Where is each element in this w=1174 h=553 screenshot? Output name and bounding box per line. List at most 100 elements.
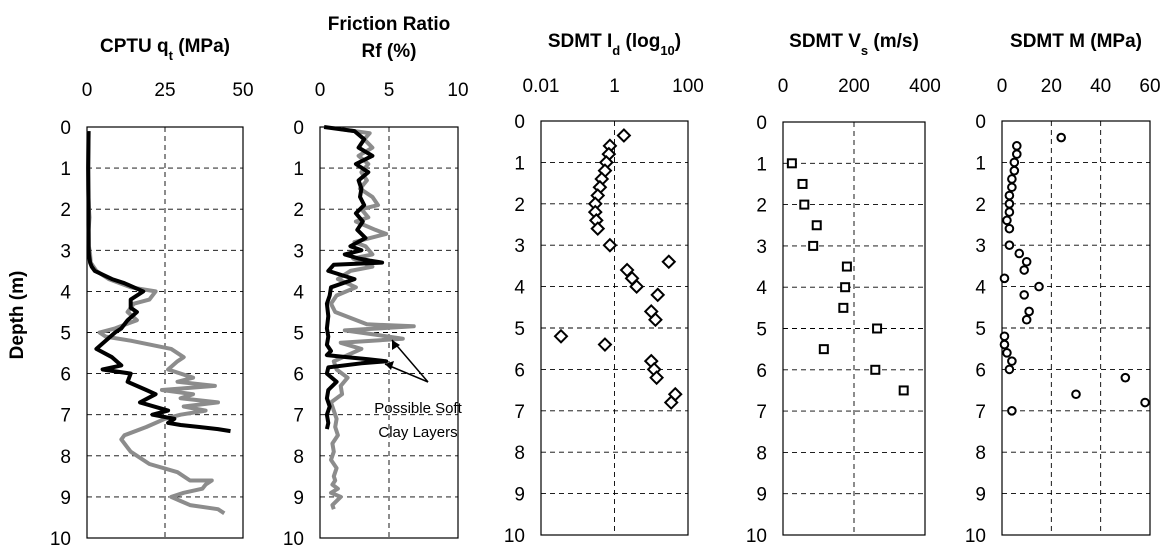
y-tick-label: 9 (60, 488, 71, 509)
data-point (999, 273, 1010, 284)
y-tick-label: 0 (60, 118, 71, 139)
annotation-arrowhead-upper (392, 340, 400, 350)
y-tick-label: 9 (756, 485, 767, 506)
x-tick-label: 50 (232, 80, 253, 101)
data-point (1071, 389, 1081, 400)
panel-title: SDMT M (MPa) (1010, 31, 1142, 52)
title-tail: (log (620, 31, 660, 52)
y-tick-label: 7 (756, 402, 767, 423)
data-point (898, 385, 909, 396)
data-point (663, 395, 679, 410)
x-tick-label: 0.01 (523, 76, 560, 97)
y-tick-label: 3 (514, 236, 525, 257)
panel-title: SDMT Id (log10) (548, 31, 681, 58)
plot-frame (540, 120, 689, 536)
y-tick-label: 4 (60, 282, 71, 303)
y-tick-label: 1 (975, 153, 986, 174)
data-point (1034, 281, 1044, 292)
x-tick-label: 0 (315, 80, 326, 101)
data-point (1004, 207, 1015, 217)
x-tick-label: 25 (154, 80, 175, 101)
data-point (811, 220, 822, 231)
plot-frame (1001, 120, 1151, 536)
data-point (1002, 215, 1012, 226)
y-tick-label: 3 (60, 241, 71, 262)
annotation-arrow-lower (384, 363, 429, 383)
title-main: CPTU q (100, 36, 169, 57)
data-point (1014, 248, 1025, 259)
data-point (1004, 190, 1015, 201)
data-point (1007, 174, 1017, 184)
data-point (841, 261, 852, 272)
y-tick-label: 8 (756, 443, 767, 464)
data-point (838, 302, 849, 313)
series-line (329, 127, 416, 510)
series-line (323, 125, 389, 430)
data-point (1004, 199, 1015, 209)
x-tick-label: 200 (838, 76, 870, 97)
data-point (999, 339, 1010, 350)
data-point (1007, 406, 1017, 416)
x-tick-label: 0 (82, 80, 93, 101)
data-point (590, 221, 606, 237)
data-point (999, 331, 1010, 342)
y-tick-label: 7 (975, 402, 986, 423)
y-tick-label: 2 (60, 200, 71, 221)
data-point (1004, 223, 1015, 234)
data-point (1007, 182, 1017, 193)
y-tick-label: 4 (514, 278, 525, 299)
y-tick-label: 8 (293, 447, 304, 468)
data-point (870, 364, 881, 375)
title-tail: (MPa) (173, 36, 230, 57)
y-tick-label: 4 (756, 278, 767, 299)
panel-rf: Friction Ratio Rf (%) 0 5 10 0 1 2 3 4 5 6 7 8 9 10 Poss… (283, 14, 469, 550)
plot-frame (782, 121, 926, 536)
title-main: SDMT I (548, 31, 612, 52)
data-point (818, 344, 829, 355)
panel-title-line2: Rf (%) (362, 41, 417, 62)
y-tick-label: 9 (293, 488, 304, 509)
data-point (648, 312, 663, 328)
data-point (629, 279, 645, 295)
data-point (1009, 165, 1020, 176)
data-point (808, 240, 819, 251)
data-point (1019, 265, 1029, 275)
y-tick-label: 0 (975, 112, 986, 133)
y-tick-label: 10 (504, 526, 525, 547)
y-tick-label: 3 (756, 237, 767, 258)
data-point (1024, 306, 1034, 317)
y-tick-label: 2 (975, 195, 986, 216)
y-tick-label: 1 (756, 154, 767, 175)
data-point (1009, 157, 1020, 168)
title-subscript: s (861, 43, 868, 58)
y-tick-label: 10 (50, 529, 71, 550)
title-subscript: t (169, 48, 174, 63)
data-point (786, 158, 797, 169)
title-tail: (m/s) (868, 31, 919, 52)
y-tick-label: 1 (293, 159, 304, 180)
y-tick-label: 2 (293, 200, 304, 221)
y-tick-label: 0 (293, 118, 304, 139)
data-point (1002, 348, 1012, 358)
series-line (86, 131, 231, 434)
data-point (797, 178, 808, 189)
plot-frame (86, 126, 244, 539)
y-tick-label: 2 (514, 195, 525, 216)
data-point (840, 282, 851, 293)
y-tick-label: 8 (975, 443, 986, 464)
depth-axis-label: Depth (m) (7, 271, 28, 360)
data-point (1021, 314, 1032, 325)
x-tick-label: 20 (1041, 76, 1062, 97)
y-tick-label: 7 (60, 406, 71, 427)
data-point (602, 237, 618, 253)
data-point (1012, 149, 1022, 159)
data-point (1007, 356, 1017, 366)
title-close: ) (675, 31, 681, 52)
panel-m: SDMT M (MPa) 0 20 40 60 0 1 2 3 4 5 6 7 8 9 10 (965, 31, 1161, 547)
data-point (650, 287, 666, 303)
y-tick-label: 6 (60, 365, 71, 386)
x-tick-label: 60 (1139, 76, 1160, 97)
